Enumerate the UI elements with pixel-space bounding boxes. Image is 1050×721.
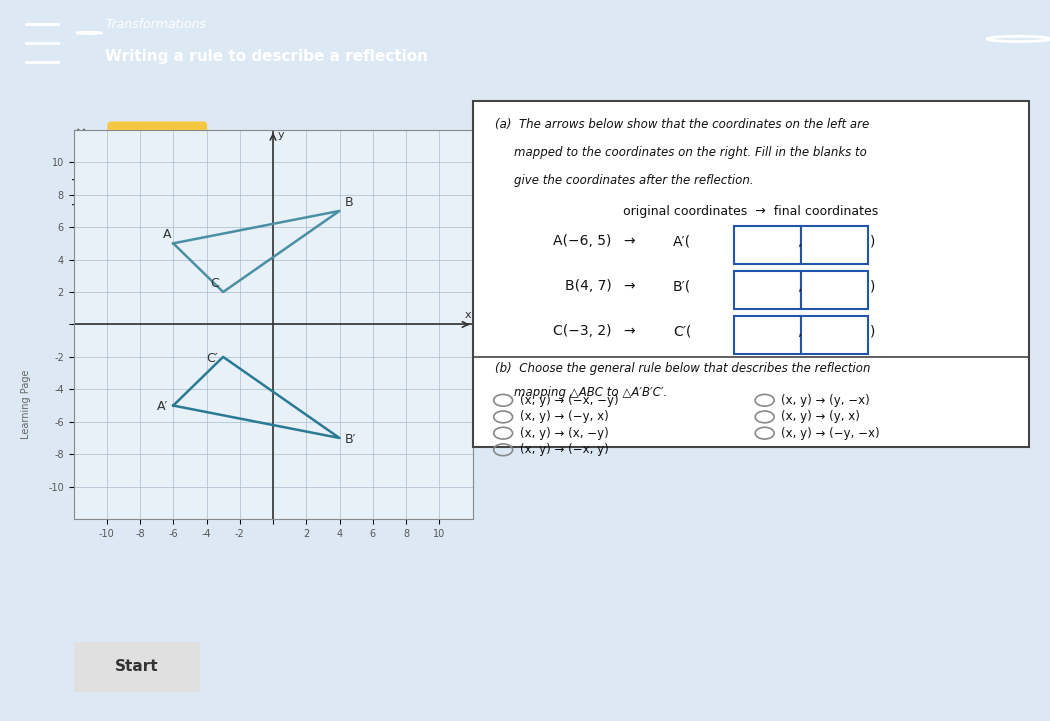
Text: mapped to the coordinates on the right. Fill in the blanks to: mapped to the coordinates on the right. … xyxy=(514,146,867,159)
Text: Transformations: Transformations xyxy=(105,18,206,31)
Text: Start: Start xyxy=(114,660,159,674)
FancyBboxPatch shape xyxy=(107,121,207,159)
FancyBboxPatch shape xyxy=(734,270,801,309)
FancyBboxPatch shape xyxy=(801,226,867,264)
Text: A(−6, 5): A(−6, 5) xyxy=(553,234,611,248)
Text: Writing a rule to describe a reflection: Writing a rule to describe a reflection xyxy=(105,49,428,63)
Text: original coordinates  →  final coordinates: original coordinates → final coordinates xyxy=(623,205,879,218)
Text: B(4, 7): B(4, 7) xyxy=(565,279,611,293)
FancyBboxPatch shape xyxy=(801,316,867,353)
Text: ,: , xyxy=(798,279,802,293)
Text: x: x xyxy=(464,310,470,320)
Text: y: y xyxy=(278,130,285,140)
Text: A′(: A′( xyxy=(673,234,691,248)
Text: (x, y) → (−y, x): (x, y) → (−y, x) xyxy=(520,410,609,423)
Text: B′: B′ xyxy=(344,433,356,446)
Text: ,: , xyxy=(798,234,802,248)
Text: Learning Page: Learning Page xyxy=(21,369,32,438)
Text: ,: , xyxy=(798,324,802,338)
Text: (a)  The arrows below show that the coordinates on the left are: (a) The arrows below show that the coord… xyxy=(495,118,869,131)
FancyBboxPatch shape xyxy=(63,637,210,696)
FancyBboxPatch shape xyxy=(472,101,1029,447)
Text: (x, y) → (y, x): (x, y) → (y, x) xyxy=(781,410,860,423)
Text: give the coordinates after the reflection.: give the coordinates after the reflectio… xyxy=(514,174,754,187)
Text: C′: C′ xyxy=(207,352,218,365)
Text: A′: A′ xyxy=(156,400,168,413)
Text: Triangle ABC is reflected across the x-axis.: Triangle ABC is reflected across the x-a… xyxy=(72,179,398,193)
Text: B: B xyxy=(344,196,353,209)
FancyBboxPatch shape xyxy=(734,316,801,353)
Text: (x, y) → (−y, −x): (x, y) → (−y, −x) xyxy=(781,427,880,440)
Text: →: → xyxy=(623,279,634,293)
Text: ): ) xyxy=(870,324,876,338)
Text: (x, y) → (−x, −y): (x, y) → (−x, −y) xyxy=(520,394,618,407)
Text: ): ) xyxy=(870,234,876,248)
Text: →: → xyxy=(623,234,634,248)
Text: (x, y) → (−x, y): (x, y) → (−x, y) xyxy=(520,443,609,456)
Text: ? QUESTION: ? QUESTION xyxy=(118,134,202,147)
Text: The result is △A’B’C’, as shown below.: The result is △A’B’C’, as shown below. xyxy=(72,204,364,219)
Text: (x, y) → (x, −y): (x, y) → (x, −y) xyxy=(520,427,609,440)
Text: C′(: C′( xyxy=(673,324,691,338)
Text: →: → xyxy=(623,324,634,338)
Text: ): ) xyxy=(870,279,876,293)
FancyBboxPatch shape xyxy=(734,226,801,264)
Text: ⌄: ⌄ xyxy=(72,118,89,137)
Text: (x, y) → (y, −x): (x, y) → (y, −x) xyxy=(781,394,870,407)
Text: B′(: B′( xyxy=(673,279,691,293)
Text: A: A xyxy=(164,229,172,242)
Text: C(−3, 2): C(−3, 2) xyxy=(553,324,611,338)
Text: (b)  Choose the general rule below that describes the reflection: (b) Choose the general rule below that d… xyxy=(495,362,870,375)
FancyBboxPatch shape xyxy=(801,270,867,309)
Text: mapping △ABC to △A′B′C′.: mapping △ABC to △A′B′C′. xyxy=(514,386,668,399)
Text: C: C xyxy=(210,277,218,290)
